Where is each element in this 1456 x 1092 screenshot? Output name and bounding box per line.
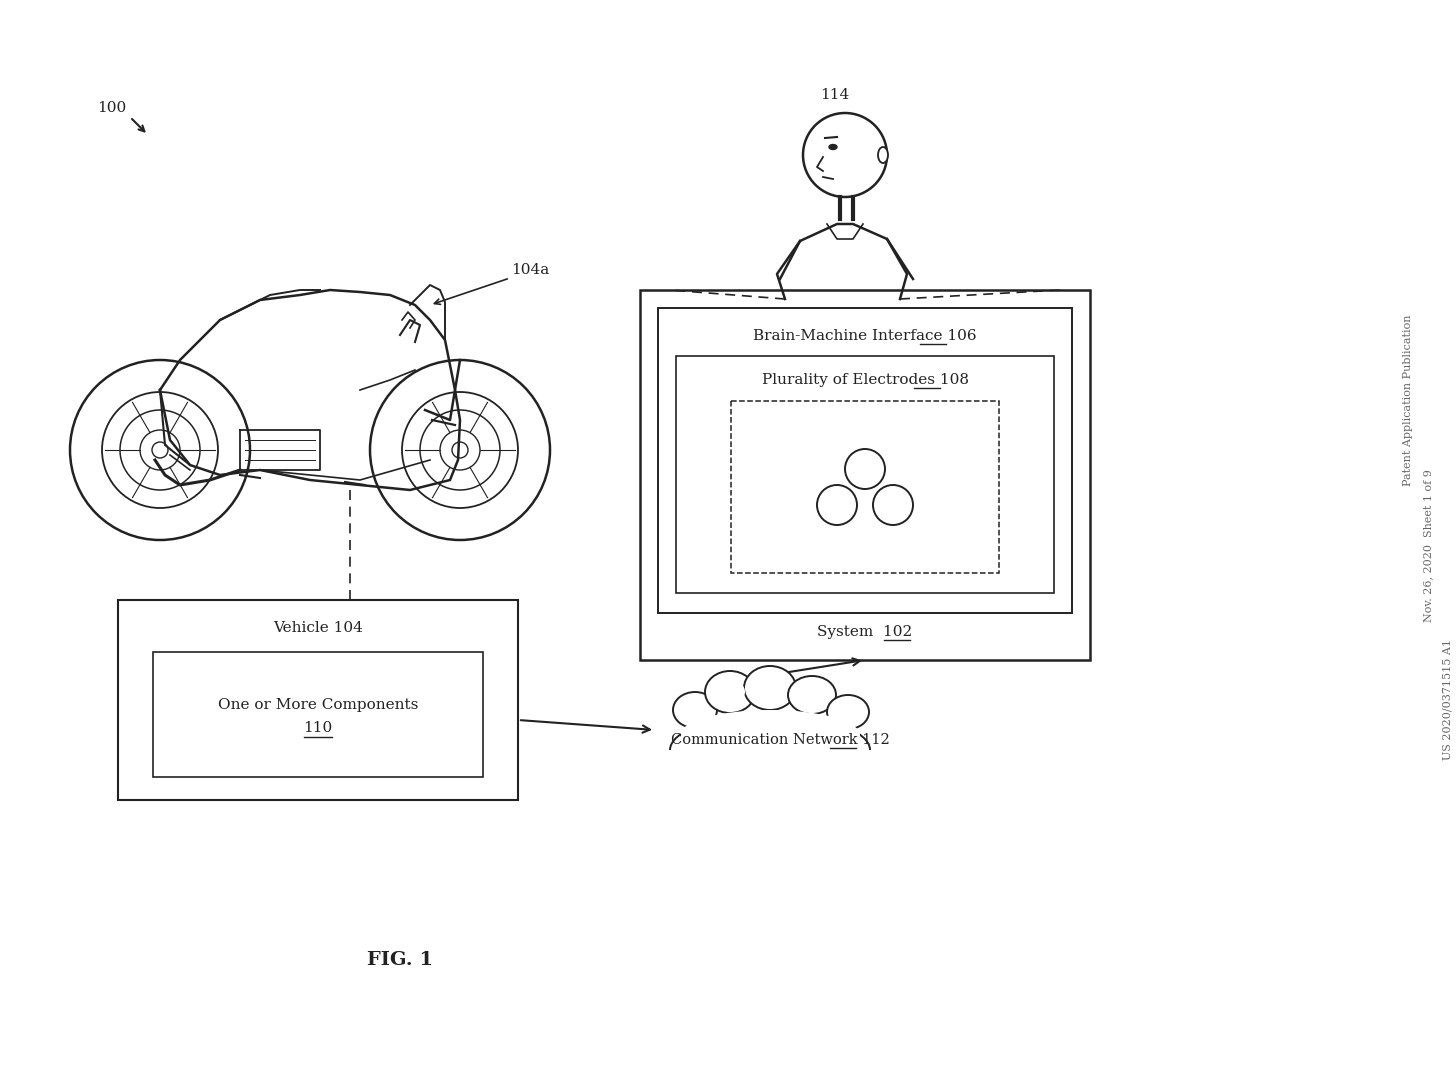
Ellipse shape bbox=[754, 675, 786, 701]
Circle shape bbox=[440, 430, 480, 470]
Bar bbox=[658, 308, 1072, 613]
Ellipse shape bbox=[744, 666, 796, 710]
Text: Vehicle 104: Vehicle 104 bbox=[274, 621, 363, 636]
Bar bbox=[676, 356, 1054, 593]
Text: 104a: 104a bbox=[511, 263, 549, 277]
Bar bbox=[641, 290, 1091, 660]
Text: Nov. 26, 2020  Sheet 1 of 9: Nov. 26, 2020 Sheet 1 of 9 bbox=[1423, 470, 1433, 622]
Circle shape bbox=[451, 442, 467, 458]
Text: 100: 100 bbox=[98, 100, 127, 115]
Bar bbox=[118, 600, 518, 800]
Circle shape bbox=[151, 442, 167, 458]
Text: 114: 114 bbox=[820, 88, 850, 102]
Text: System  102: System 102 bbox=[817, 625, 913, 639]
Bar bbox=[670, 705, 871, 765]
Circle shape bbox=[70, 360, 250, 541]
Ellipse shape bbox=[705, 670, 756, 713]
Circle shape bbox=[804, 112, 887, 197]
Ellipse shape bbox=[836, 702, 860, 722]
Text: Brain-Machine Interface 106: Brain-Machine Interface 106 bbox=[753, 329, 977, 343]
Bar bbox=[731, 401, 999, 573]
Circle shape bbox=[817, 485, 858, 525]
Text: Plurality of Electrodes 108: Plurality of Electrodes 108 bbox=[761, 373, 968, 387]
Ellipse shape bbox=[827, 695, 869, 729]
Circle shape bbox=[370, 360, 550, 541]
Circle shape bbox=[119, 410, 199, 490]
Circle shape bbox=[844, 449, 885, 489]
Text: One or More Components: One or More Components bbox=[218, 698, 418, 712]
Ellipse shape bbox=[673, 692, 716, 728]
Circle shape bbox=[874, 485, 913, 525]
Text: FIG. 1: FIG. 1 bbox=[367, 951, 432, 969]
Text: Communication Network 112: Communication Network 112 bbox=[671, 733, 890, 747]
Bar bbox=[153, 652, 483, 778]
Ellipse shape bbox=[681, 699, 708, 721]
Circle shape bbox=[102, 392, 218, 508]
Ellipse shape bbox=[798, 684, 827, 707]
Text: 110: 110 bbox=[303, 722, 332, 736]
Ellipse shape bbox=[715, 679, 745, 704]
Circle shape bbox=[419, 410, 499, 490]
Text: US 2020/0371515 A1: US 2020/0371515 A1 bbox=[1443, 640, 1453, 760]
Ellipse shape bbox=[788, 676, 836, 714]
Ellipse shape bbox=[828, 144, 837, 150]
Circle shape bbox=[402, 392, 518, 508]
Ellipse shape bbox=[680, 710, 860, 760]
Ellipse shape bbox=[878, 147, 888, 163]
Text: Patent Application Publication: Patent Application Publication bbox=[1404, 314, 1412, 486]
Circle shape bbox=[140, 430, 181, 470]
